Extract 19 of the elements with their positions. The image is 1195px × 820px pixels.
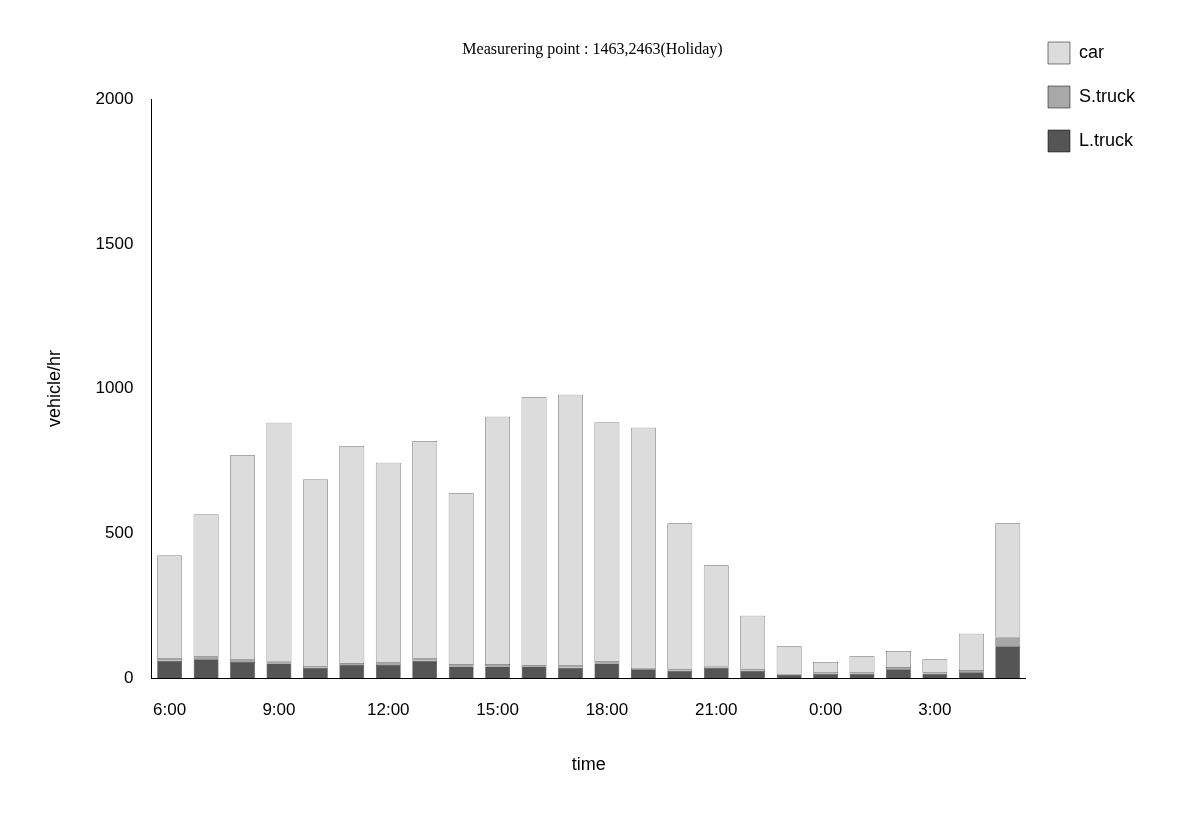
chart-title: Measurering point : 1463,2463(Holiday) — [462, 39, 723, 58]
legend-label: car — [1078, 41, 1104, 62]
legend-label: L.truck — [1078, 129, 1134, 150]
y-axis-title: vehicle/hr — [43, 350, 64, 428]
x-tick-label: 0:00 — [809, 699, 843, 719]
x-tick-label: 15:00 — [476, 699, 519, 719]
x-tick-label: 21:00 — [694, 699, 738, 719]
y-tick-label: 2000 — [95, 88, 134, 108]
x-tick-label: 12:00 — [367, 699, 410, 719]
y-tick-label: 500 — [105, 522, 134, 542]
legend-label: S.truck — [1078, 85, 1136, 106]
x-tick-label: 3:00 — [918, 699, 952, 719]
y-tick-label: 1000 — [95, 378, 134, 398]
x-tick-label: 6:00 — [153, 699, 187, 719]
y-tick-label: 0 — [123, 667, 134, 687]
x-tick-label: 9:00 — [262, 699, 296, 719]
y-tick-label: 1500 — [95, 233, 134, 253]
x-tick-label: 18:00 — [585, 699, 629, 719]
x-axis-title: time — [571, 754, 606, 775]
